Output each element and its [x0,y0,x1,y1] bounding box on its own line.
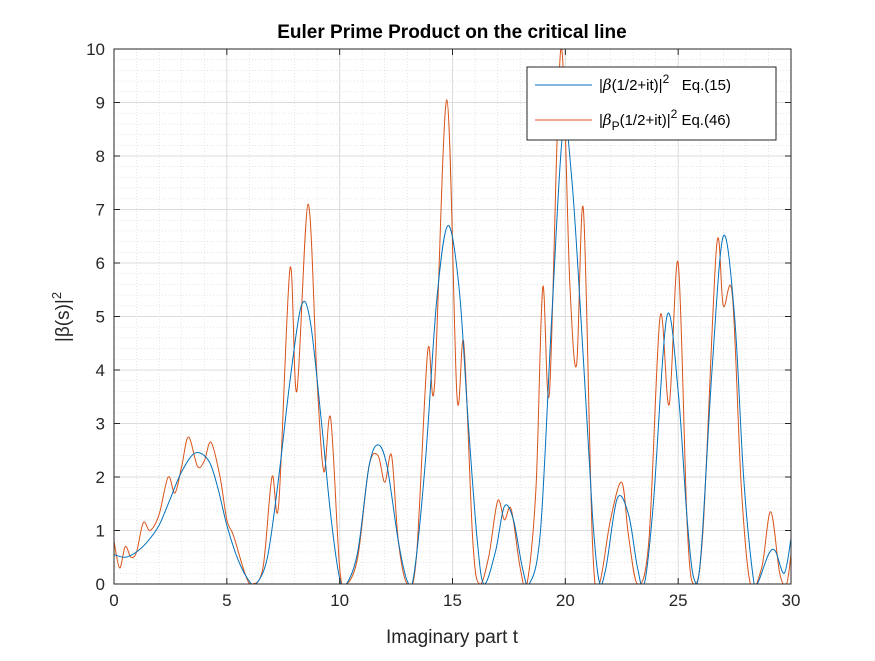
y-tick-label: 2 [96,468,105,487]
legend-label-beta-pre: | [599,77,603,94]
y-axis-label-exponent: 2 [49,292,64,299]
x-tick-label: 5 [222,591,231,610]
x-tick-label: 20 [556,591,575,610]
y-tick-label: 4 [96,361,105,380]
legend-label-beta-post: Eq.(15) [669,77,731,94]
legend-label-beta-p-mid: (1/2+it)| [620,112,671,129]
y-tick-label: 5 [96,308,105,327]
x-tick-label: 30 [782,591,801,610]
chart-title: Euler Prime Product on the critical line [277,22,626,43]
y-tick-label: 10 [86,40,105,59]
y-axis-label-main: |β(s)| [53,299,74,342]
x-axis-label: Imaginary part t [386,627,519,648]
x-tick-labels: 0 5 10 15 20 25 30 [109,591,800,610]
legend-box [526,66,777,141]
legend-label-beta-p-sub: P [612,119,620,133]
x-tick-label: 10 [330,591,349,610]
legend-label-beta-p: |βP(1/2+it)|2 Eq.(46) [599,107,731,133]
legend-label-beta-greek: β [602,76,612,94]
y-tick-label: 6 [96,254,105,273]
y-tick-labels: 0 1 2 3 4 5 6 7 8 9 10 [86,40,105,594]
y-axis-label: |β(s)|2 [49,292,74,342]
legend-label-beta-p-post: Eq.(46) [677,112,730,129]
series-line-beta-p [114,49,791,584]
axis-ticks [113,48,792,585]
x-tick-label: 0 [109,591,118,610]
y-tick-label: 9 [96,94,105,113]
legend-label-beta-p-pre: | [599,112,603,129]
legend-label-beta-mid: (1/2+it)| [612,77,663,94]
legend-label-beta-p-greek: β [602,111,612,129]
y-tick-label: 0 [96,575,105,594]
y-tick-label: 8 [96,147,105,166]
y-tick-label: 7 [96,201,105,220]
legend-label-beta-sup: 2 [663,72,670,86]
legend-label-beta-p-sup: 2 [671,107,678,121]
x-tick-label: 15 [443,591,462,610]
x-tick-label: 25 [669,591,688,610]
y-tick-label: 1 [96,522,105,541]
legend: |β(1/2+it)|2 Eq.(15) |βP(1/2+it)|2 Eq.(4… [526,66,777,141]
legend-label-beta: |β(1/2+it)|2 Eq.(15) [599,72,731,94]
y-tick-label: 3 [96,415,105,434]
